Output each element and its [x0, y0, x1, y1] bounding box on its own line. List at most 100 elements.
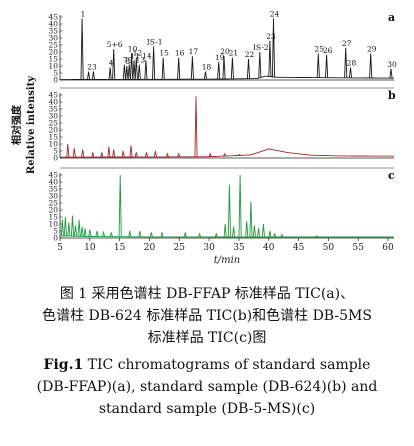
peak-c [245, 221, 249, 238]
peak-b [165, 152, 169, 158]
peak-c [101, 230, 106, 237]
peak-label: 28 [347, 58, 357, 67]
peak-c [223, 223, 227, 238]
peak-c [88, 229, 92, 237]
peak-label: 3 [92, 63, 97, 72]
peak-label: IS-1 [147, 37, 163, 46]
peak-a [217, 61, 221, 80]
peak-label: 1 [81, 9, 86, 18]
caption-cn-line-2: 色谱柱 DB-624 标准样品 TIC(b)和色谱柱 DB-5MS [42, 308, 372, 324]
peak-label: 23 [266, 32, 276, 41]
peak-label: 26 [323, 46, 333, 55]
x-tick-label: 10 [84, 243, 96, 253]
peak-a [137, 64, 141, 80]
peak-b [72, 148, 76, 158]
peak-label: 9 [128, 56, 133, 65]
peak-c [118, 174, 122, 237]
peak-label: 11 [130, 51, 140, 60]
x-tick-label: 35 [233, 243, 245, 253]
y-tick-label-a: 45 [48, 13, 58, 22]
y-tick-label-b: 45 [48, 91, 58, 100]
peak-label: 19 [215, 53, 225, 62]
peak-label: 30 [387, 60, 397, 69]
y-tick-label-c: 5 [53, 227, 58, 236]
peak-a [91, 71, 95, 80]
caption-en-line-1: Fig.1 TIC chromatograms of standard samp… [0, 355, 414, 375]
series-baseline-a [60, 75, 394, 81]
y-tick-label-a: 25 [48, 41, 58, 50]
peak-b [100, 152, 104, 158]
y-tick-label-a: 20 [48, 48, 58, 57]
peak-label: 27 [342, 39, 352, 48]
peak-b [91, 152, 95, 158]
x-tick-label: 50 [323, 243, 335, 253]
y-axis-label-en: Relative intensity [26, 75, 37, 174]
peak-a [348, 67, 353, 78]
y-tick-label-a: 5 [53, 69, 58, 78]
peak-a [271, 18, 276, 78]
peak-a [134, 57, 138, 80]
caption-en-line-2: (DB-FFAP)(a), standard sample (DB-624)(b… [36, 379, 378, 395]
peak-b [112, 149, 116, 158]
peak-a [112, 49, 116, 80]
peak-b [121, 150, 125, 158]
peak-c [249, 201, 253, 238]
x-tick-label: 25 [174, 243, 186, 253]
peak-b [129, 145, 133, 158]
peak-c [77, 219, 81, 237]
y-tick-label-b: 15 [48, 133, 58, 142]
caption-en-line-3: standard sample (DB-5-MS)(c) [98, 401, 316, 417]
peak-c [273, 232, 277, 238]
peak-a [316, 53, 320, 78]
peak-c [83, 228, 87, 237]
peak-a [152, 46, 156, 80]
peak-a [144, 60, 148, 80]
y-tick-label-b: 30 [48, 112, 58, 121]
peak-label: 21 [229, 49, 239, 58]
peak-label: 24 [270, 9, 280, 18]
y-tick-label-b: 20 [48, 126, 58, 135]
peak-b [208, 152, 212, 157]
peak-b [153, 150, 157, 157]
peak-c [252, 225, 256, 238]
peak-b [194, 96, 198, 157]
peak-b [107, 146, 111, 158]
x-tick-label: 15 [114, 243, 126, 253]
peak-c [315, 235, 318, 238]
y-tick-label-b: 25 [48, 119, 58, 128]
y-tick-label-c: 40 [48, 178, 58, 187]
peak-a [122, 64, 126, 80]
peak-label: 18 [202, 63, 212, 72]
peak-a [161, 57, 165, 80]
peak-a [130, 53, 134, 80]
y-tick-label-c: 15 [48, 213, 58, 222]
peak-c [261, 223, 265, 238]
peak-label: 8 [125, 57, 130, 66]
peak-a [246, 58, 251, 79]
caption-en-text: TIC chromatograms of standard sample [83, 357, 371, 373]
peak-a [87, 71, 91, 80]
peak-a [344, 47, 348, 78]
peak-label: 14 [142, 51, 152, 60]
peak-c [183, 232, 187, 238]
y-tick-label-b: 35 [48, 105, 58, 114]
y-tick-label-a: 40 [48, 20, 58, 29]
peak-a [325, 54, 329, 78]
peak-a [222, 56, 226, 80]
peak-c [109, 232, 113, 237]
peak-c [227, 184, 231, 238]
peak-b [134, 152, 138, 158]
peak-c [128, 230, 132, 237]
peak-c [268, 230, 272, 238]
y-tick-label-b: 40 [48, 98, 58, 107]
peak-b [238, 153, 241, 156]
peak-label: 13 [136, 56, 146, 65]
y-tick-label-a: 35 [48, 27, 58, 36]
panel-label-b: b [388, 89, 396, 102]
x-tick-label: 40 [263, 243, 275, 253]
peak-label: 16 [175, 49, 185, 58]
caption-cn-line-1: 图 1 采用色谱柱 DB-FFAP 标准样品 TIC(a)、 [59, 286, 355, 302]
y-tick-label-c: 45 [48, 171, 58, 180]
peak-c [80, 226, 84, 237]
